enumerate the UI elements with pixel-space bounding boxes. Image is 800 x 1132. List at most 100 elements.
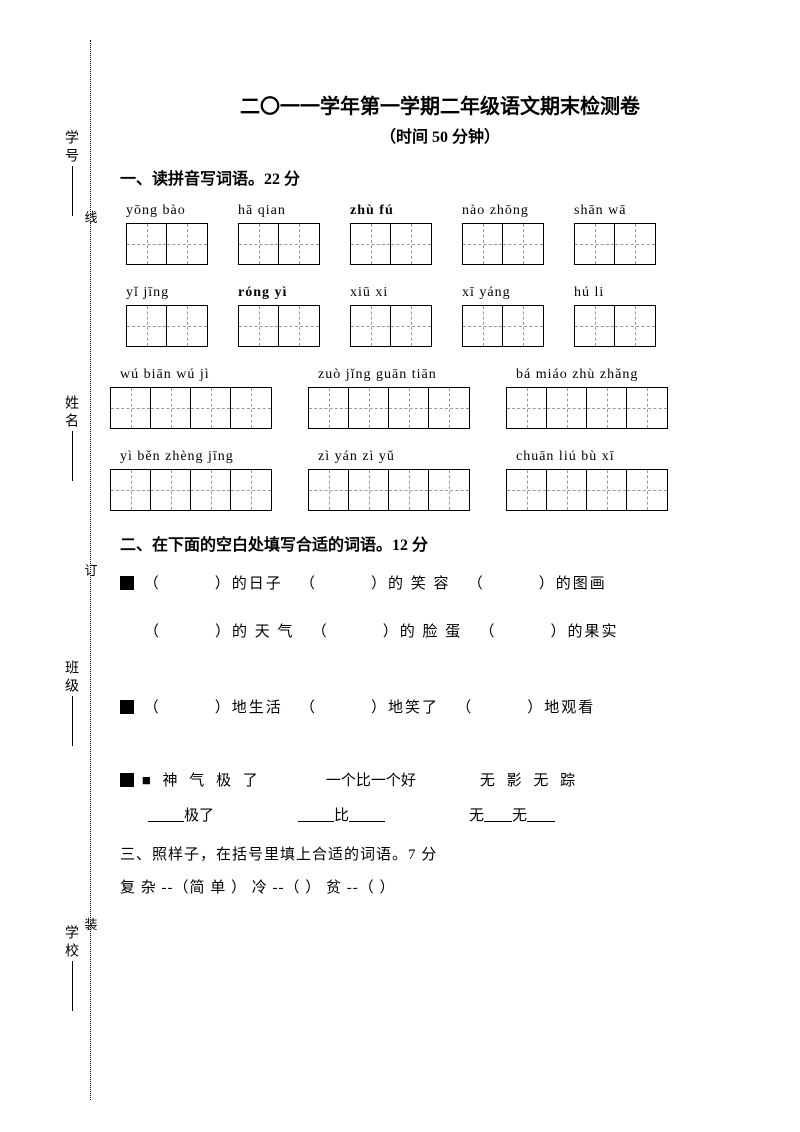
q2-group1a: （）的日子 （）的 笑 容 （）的图画 [120,569,760,599]
char-cell[interactable] [279,306,319,346]
pinyin-row: yì běn zhèng jīngzì yán zì yǔchuān liú b… [120,449,760,465]
char-grid [506,469,668,511]
grid-row [126,223,760,265]
page-title: 二〇一一学年第一学期二年级语文期末检测卷 [120,90,760,119]
char-cell[interactable] [349,470,389,510]
char-cell[interactable] [391,306,431,346]
q3-head: 三、照样子，在括号里填上合适的词语。7 分 [120,839,760,872]
q2-group3-top: ■ 神 气 极 了 一个比一个好 无 影 无 踪 [120,769,760,790]
char-grid [574,223,656,265]
char-grid [110,387,272,429]
char-cell[interactable] [429,470,469,510]
pinyin-group: hú li [574,285,656,301]
square-marker-icon [120,700,134,714]
char-cell[interactable] [239,224,279,264]
q1-head: 一、读拼音写词语。22 分 [120,165,760,189]
char-cell[interactable] [463,224,503,264]
q2-group3-bot: 极了 比 无无 [120,804,760,825]
q2-group1b: （）的 天 气 （）的 脸 蛋 （）的果实 [120,617,760,647]
char-cell[interactable] [389,388,429,428]
char-cell[interactable] [151,470,191,510]
char-cell[interactable] [111,388,151,428]
char-grid [238,305,320,347]
char-cell[interactable] [231,388,271,428]
char-grid [462,305,544,347]
label-class: 班级 [60,660,80,746]
pinyin-group: yì běn zhèng jīng [120,449,282,465]
q1-body: yōng bào hā qian zhù fú nào zhōng shān wā yǐ … [120,203,760,511]
char-cell[interactable] [351,224,391,264]
pinyin-group: xiū xi [350,285,432,301]
char-ding: 订 [84,560,97,579]
char-cell[interactable] [191,388,231,428]
char-cell[interactable] [167,306,207,346]
char-grid [126,305,208,347]
char-cell[interactable] [547,388,587,428]
pinyin-group: zhù fú [350,203,432,219]
char-cell[interactable] [151,388,191,428]
char-cell[interactable] [507,388,547,428]
char-cell[interactable] [429,388,469,428]
char-grid [238,223,320,265]
page-subtitle: （时间 50 分钟） [120,123,760,147]
char-grid [308,387,470,429]
char-cell[interactable] [279,224,319,264]
page-content: 二〇一一学年第一学期二年级语文期末检测卷 （时间 50 分钟） 一、读拼音写词语… [120,90,760,905]
char-grid [462,223,544,265]
pinyin-row: wú biān wú jì zuò jǐng guān tiān bá miáo z… [120,367,760,383]
char-cell[interactable] [389,470,429,510]
char-cell[interactable] [507,470,547,510]
char-cell[interactable] [167,224,207,264]
char-cell[interactable] [615,306,655,346]
char-cell[interactable] [351,306,391,346]
grid-row [126,305,760,347]
binding-gutter: 学号 姓名 班级 学校 线 订 装 [40,40,100,1100]
char-cell[interactable] [503,306,543,346]
char-cell[interactable] [575,306,615,346]
pinyin-group: shān wā [574,203,656,219]
gutter-labels: 学号 姓名 班级 学校 [60,40,80,1100]
pinyin-group: nào zhōng [462,203,544,219]
char-cell[interactable] [111,470,151,510]
char-cell[interactable] [627,470,667,510]
q2-group2: （）地生活 （）地笑了 （）地观看 [120,693,760,723]
char-cell[interactable] [463,306,503,346]
char-grid [126,223,208,265]
char-cell[interactable] [615,224,655,264]
char-grid [350,223,432,265]
char-grid [110,469,272,511]
char-cell[interactable] [587,470,627,510]
pinyin-group: wú biān wú jì [120,367,282,383]
pinyin-group: xī yáng [462,285,544,301]
char-cell[interactable] [627,388,667,428]
char-grid [350,305,432,347]
char-cell[interactable] [191,470,231,510]
pinyin-group: zuò jǐng guān tiān [318,367,480,383]
char-zhuang: 装 [84,914,97,933]
pinyin-group: zì yán zì yǔ [318,449,480,465]
char-grid [506,387,668,429]
pinyin-group: yǐ jīng [126,285,208,301]
char-cell[interactable] [127,224,167,264]
pinyin-group: yōng bào [126,203,208,219]
pinyin-row: yōng bào hā qian zhù fú nào zhōng shān wā [126,203,760,219]
square-marker-icon [120,576,134,590]
grid-row [110,387,760,429]
char-cell[interactable] [547,470,587,510]
char-cell[interactable] [239,306,279,346]
char-cell[interactable] [391,224,431,264]
q3-line: 复 杂 --（简 单 ） 冷 --（ ） 贫 --（ ） [120,872,760,905]
char-cell[interactable] [349,388,389,428]
char-cell[interactable] [503,224,543,264]
char-cell[interactable] [309,470,349,510]
pinyin-row: yǐ jīngróng yìxiū xixī yánghú li [126,285,760,301]
char-cell[interactable] [587,388,627,428]
char-cell[interactable] [575,224,615,264]
char-cell[interactable] [231,470,271,510]
pinyin-group: hā qian [238,203,320,219]
char-cell[interactable] [127,306,167,346]
char-grid [308,469,470,511]
char-cell[interactable] [309,388,349,428]
pinyin-group: bá miáo zhù zhǎng [516,367,678,383]
label-name: 姓名 [60,395,80,481]
